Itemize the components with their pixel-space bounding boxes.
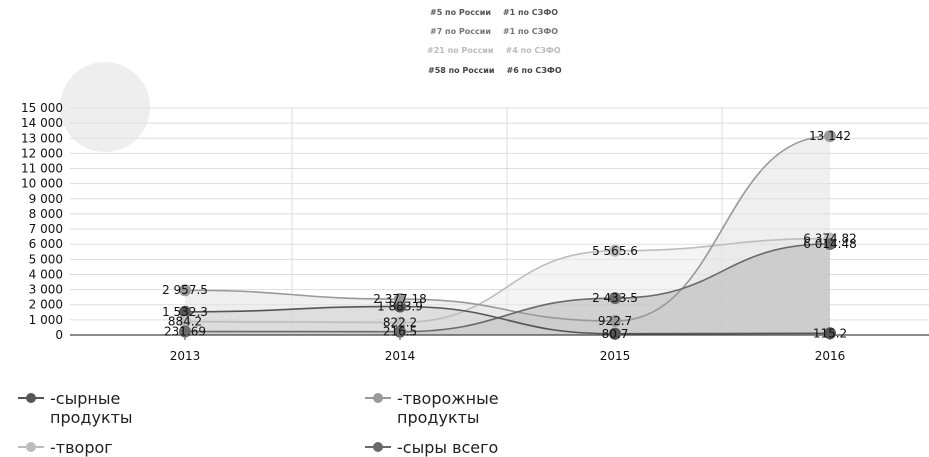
ranking-russia: #21 по России xyxy=(427,46,494,55)
data-point xyxy=(394,316,406,329)
chart-lines xyxy=(184,135,831,335)
data-point xyxy=(824,130,836,143)
data-point xyxy=(824,327,836,340)
ranking-district: #1 по СЗФО xyxy=(502,8,559,17)
ranking-district: #4 по СЗФО xyxy=(505,46,561,55)
legend-item-cottage-cheese[interactable]: -творог xyxy=(18,438,200,457)
legend-label: -творог xyxy=(50,438,113,457)
legend-marker-icon xyxy=(365,441,391,453)
ranking-russia: #58 по России xyxy=(428,66,495,75)
data-label: 822.2 xyxy=(383,316,417,330)
ranking-row: #5 по России #1 по СЗФО xyxy=(430,8,558,22)
series-line xyxy=(184,135,831,322)
data-label: 115.2 xyxy=(813,326,847,340)
y-tick-label: 2 000 xyxy=(29,298,63,312)
data-label: 1 532,3 xyxy=(162,305,208,319)
ranking-row: #21 по России #4 по СЗФО xyxy=(427,46,561,60)
legend-marker-icon xyxy=(18,441,44,453)
y-tick-label: 15 000 xyxy=(21,101,63,115)
data-point xyxy=(179,305,191,318)
legend-marker-icon xyxy=(18,392,44,404)
data-point xyxy=(179,284,191,297)
data-point xyxy=(394,293,406,306)
y-tick-label: 14 000 xyxy=(21,116,63,130)
x-tick-label: 2013 xyxy=(170,349,201,363)
ranking-district: #1 по СЗФО xyxy=(502,27,559,36)
legend-marker-icon xyxy=(365,392,391,404)
data-label: 231.69 xyxy=(164,324,206,338)
chart-points xyxy=(179,130,836,340)
y-tick-label: 13 000 xyxy=(21,131,63,145)
data-point xyxy=(179,315,191,328)
data-label: 6 014.48 xyxy=(803,237,856,251)
data-point xyxy=(609,292,621,305)
y-tick-label: 7 000 xyxy=(29,222,63,236)
data-label: 2 377.18 xyxy=(373,292,426,306)
y-tick-label: 3 000 xyxy=(29,283,63,297)
data-label: 5 565.6 xyxy=(592,244,638,258)
series-area xyxy=(185,243,830,335)
data-label: 13 142 xyxy=(809,129,851,143)
data-point xyxy=(394,325,406,338)
series-line xyxy=(184,305,831,335)
ranking-russia: #5 по России xyxy=(430,8,491,17)
data-label: 884.2 xyxy=(168,315,202,329)
legend-item-cheese-products[interactable]: -сырные продукты xyxy=(18,389,200,427)
data-label: 2 433.5 xyxy=(592,291,638,305)
series-line xyxy=(184,237,831,324)
legend-label: -творожные продукты xyxy=(397,389,499,427)
ranking-row: #7 по России #1 по СЗФО xyxy=(430,27,558,41)
series-line xyxy=(184,243,831,333)
y-tick-label: 11 000 xyxy=(21,162,63,176)
data-label: 922.7 xyxy=(598,314,632,328)
data-label: 6 374.82 xyxy=(803,232,856,246)
y-tick-label: 5 000 xyxy=(29,252,63,266)
data-label: 1 883.9 xyxy=(377,299,423,313)
chart-data-labels: 1 532,3 1 883.9 80.7 115.2 2 957.5 2 377.18 92… xyxy=(162,129,857,341)
data-point xyxy=(609,315,621,328)
legend-item-cheese-total[interactable]: -сыры всего xyxy=(365,438,547,457)
x-tick-label: 2015 xyxy=(600,349,631,363)
legend-item-curd-products[interactable]: -творожные продукты xyxy=(365,389,547,427)
legend-label: -сыры всего xyxy=(397,438,499,457)
y-tick-label: 1 000 xyxy=(29,313,63,327)
data-point xyxy=(609,327,621,340)
y-tick-label: 12 000 xyxy=(21,146,63,160)
ranking-row: #58 по России #6 по СЗФО xyxy=(428,66,562,80)
data-label: 2 957.5 xyxy=(162,283,208,297)
y-tick-label: 8 000 xyxy=(29,207,63,221)
data-point xyxy=(179,325,191,338)
x-tick-label: 2014 xyxy=(385,349,416,363)
data-label: 80.7 xyxy=(602,327,629,341)
ranking-district: #6 по СЗФО xyxy=(506,66,562,75)
y-tick-label: 0 xyxy=(55,328,63,342)
y-tick-label: 9 000 xyxy=(29,192,63,206)
legend-label: -сырные продукты xyxy=(50,389,133,427)
y-tick-label: 4 000 xyxy=(29,267,63,281)
y-tick-label: 10 000 xyxy=(21,177,63,191)
y-tick-label: 6 000 xyxy=(29,237,63,251)
ranking-russia: #7 по России xyxy=(430,27,491,36)
data-point xyxy=(824,237,836,250)
x-tick-label: 2016 xyxy=(815,349,846,363)
watermark-logo xyxy=(60,62,150,152)
data-label: 216.5 xyxy=(383,325,417,339)
data-point xyxy=(609,244,621,257)
